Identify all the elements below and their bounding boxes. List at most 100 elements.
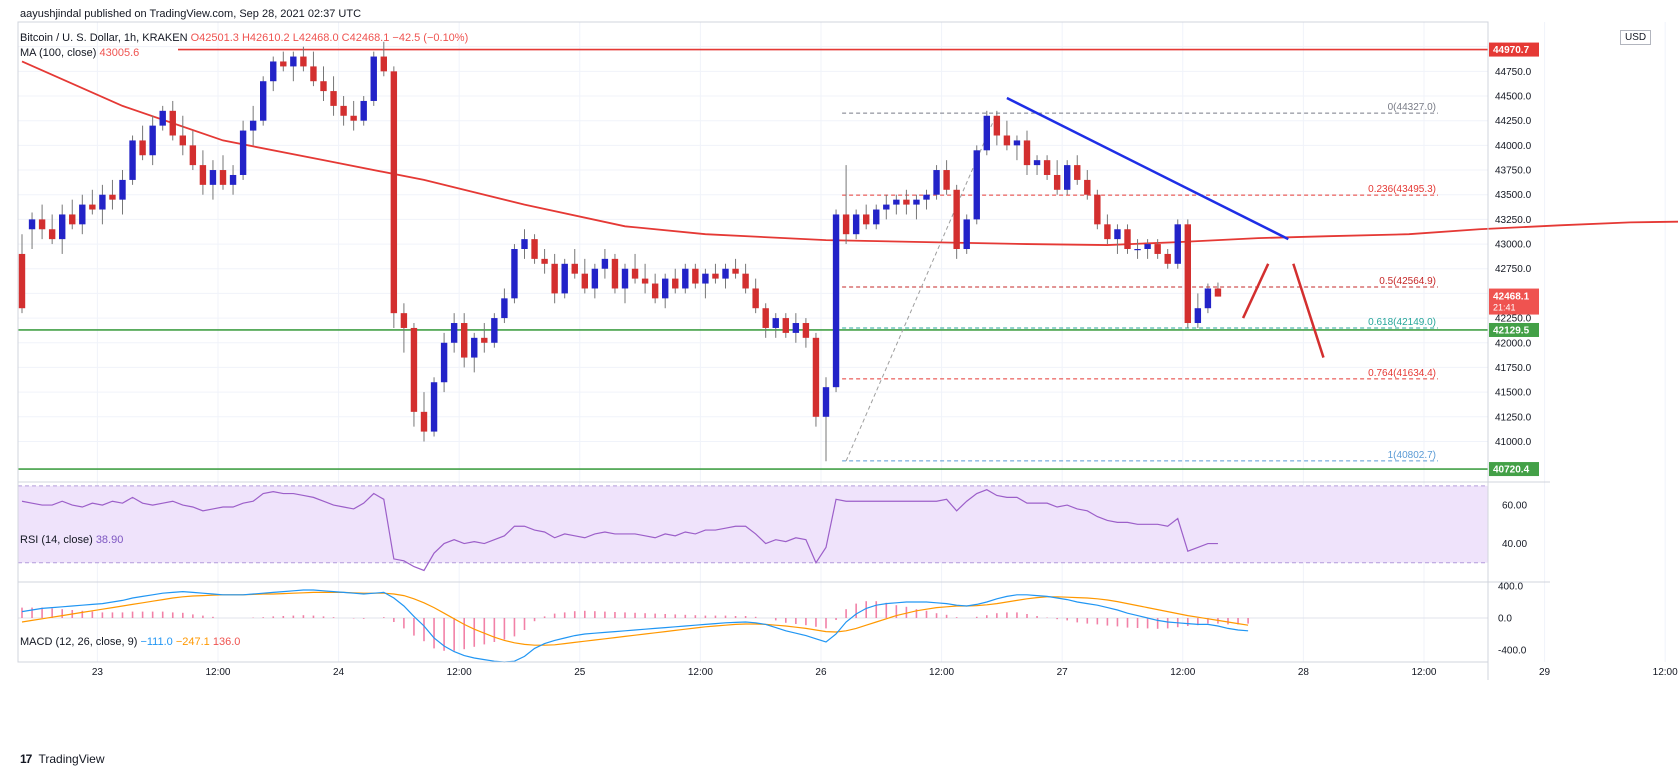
publisher-line: aayushjindal published on TradingView.co…	[20, 8, 362, 20]
histogram-value: 136.0	[212, 636, 241, 648]
candle-body	[581, 273, 588, 289]
y-tick-label: 43750.0	[1495, 166, 1532, 177]
ma-label: MA (100, close)	[20, 47, 97, 59]
candle-body	[159, 110, 166, 126]
x-tick-label: 25	[574, 667, 586, 678]
candle-body	[651, 283, 659, 299]
candle-body	[521, 239, 528, 249]
candle-body	[501, 298, 508, 319]
candle-body	[380, 56, 387, 72]
candle-body	[119, 179, 126, 200]
candle-body	[481, 337, 488, 343]
candle-body	[1104, 224, 1111, 240]
candle-body	[390, 71, 398, 314]
x-tick-label: 12:00	[205, 667, 230, 678]
rsi-line	[21, 489, 1218, 572]
x-tick-label: 29	[1539, 667, 1551, 678]
currency-button[interactable]: USD	[1620, 30, 1652, 45]
candle-body	[219, 170, 227, 185]
x-tick-label: 12:00	[688, 667, 713, 678]
candle-body	[963, 219, 970, 249]
bar-countdown-label: 21:41	[1493, 303, 1516, 313]
candle-body	[89, 204, 96, 210]
resistance-tag-label: 44970.7	[1493, 45, 1530, 56]
candle-body	[923, 194, 930, 200]
brand-name: TradingView	[38, 752, 105, 766]
candle-body	[712, 273, 719, 279]
descending-trendline	[1006, 96, 1289, 241]
candle-body	[1204, 288, 1212, 309]
rsi-legend: RSI (14, close) 38.90	[20, 534, 123, 546]
ma-legend: MA (100, close) 43005.6	[20, 47, 139, 59]
candle-body	[591, 268, 599, 289]
candle-body	[772, 318, 779, 328]
candle-body	[249, 120, 257, 131]
candle-body	[290, 56, 297, 67]
candle-body	[1094, 194, 1101, 225]
fibonacci-retracement[interactable]: 0(44327.0) 0.236(43495.3) 0.5(42564.9) 0.61…	[842, 102, 1438, 462]
candle-body	[270, 61, 277, 82]
macd-tick-label: 400.0	[1498, 582, 1523, 593]
support-tag-label: 42129.5	[1493, 325, 1530, 336]
rsi-band-fill	[18, 485, 1488, 563]
candle-body	[541, 258, 548, 264]
last-price-label: 42468.1	[1493, 292, 1530, 303]
y-tick-label: 41500.0	[1495, 388, 1532, 399]
candle-body	[491, 318, 498, 343]
y-tick-label: 44750.0	[1495, 67, 1532, 78]
candle-body	[641, 278, 649, 284]
candle-body	[239, 130, 247, 175]
fib-level-label: 0(44327.0)	[1388, 102, 1436, 113]
candle-body	[139, 140, 146, 156]
candle-body	[531, 239, 538, 259]
candle-body	[310, 66, 317, 82]
candle-body	[621, 268, 629, 289]
x-tick-label: 27	[1057, 667, 1069, 678]
user-drawings[interactable]	[1006, 96, 1325, 358]
candle-body	[280, 61, 287, 67]
candle-body	[732, 268, 739, 274]
candlestick-series	[18, 41, 1222, 462]
candle-body	[993, 115, 1001, 136]
candle-body	[802, 323, 810, 338]
candle-body	[983, 115, 990, 151]
candle-body	[129, 140, 136, 180]
candle-body	[792, 323, 800, 333]
grid-lines	[18, 22, 1666, 662]
y-tick-label: 43000.0	[1495, 240, 1532, 251]
candle-body	[1064, 165, 1071, 190]
rsi-tick-label: 40.00	[1502, 539, 1527, 550]
x-tick-label: 24	[333, 667, 345, 678]
candle-body	[551, 263, 558, 294]
fib-level-label: 0.618(42149.0)	[1368, 317, 1436, 328]
axes: 23 12:00 24 12:00 25 12:00 26 12:00 27 12:00 28 12:…	[17, 21, 1678, 680]
signal-value: −247.1	[175, 636, 210, 648]
last-price-tag	[1489, 288, 1539, 315]
projection-down	[1292, 263, 1325, 358]
tradingview-brand[interactable]: 17 TradingView	[20, 752, 105, 766]
y-tick-label: 43500.0	[1495, 190, 1532, 201]
candle-body	[752, 288, 759, 309]
x-tick-label: 12:00	[1653, 667, 1678, 678]
candle-body	[601, 258, 609, 269]
candle-body	[1033, 160, 1041, 166]
candle-body	[169, 110, 176, 136]
rsi-tick-label: 60.00	[1502, 501, 1527, 512]
candle-body	[1003, 135, 1011, 146]
support-tag	[1489, 322, 1539, 337]
candle-body	[79, 204, 86, 225]
ma-value: 43005.6	[99, 47, 140, 59]
macd-line	[21, 589, 1249, 663]
rsi-series	[21, 489, 1218, 572]
candle-body	[320, 81, 327, 92]
y-tick-label: 43250.0	[1495, 215, 1532, 226]
candle-body	[209, 170, 217, 185]
candle-body	[229, 174, 237, 185]
ma100-line	[21, 60, 1678, 246]
candle-body	[561, 263, 568, 294]
candle-body	[461, 323, 468, 358]
resistance-tag	[1489, 42, 1539, 57]
candle-body	[59, 214, 66, 240]
candle-body	[682, 268, 689, 289]
